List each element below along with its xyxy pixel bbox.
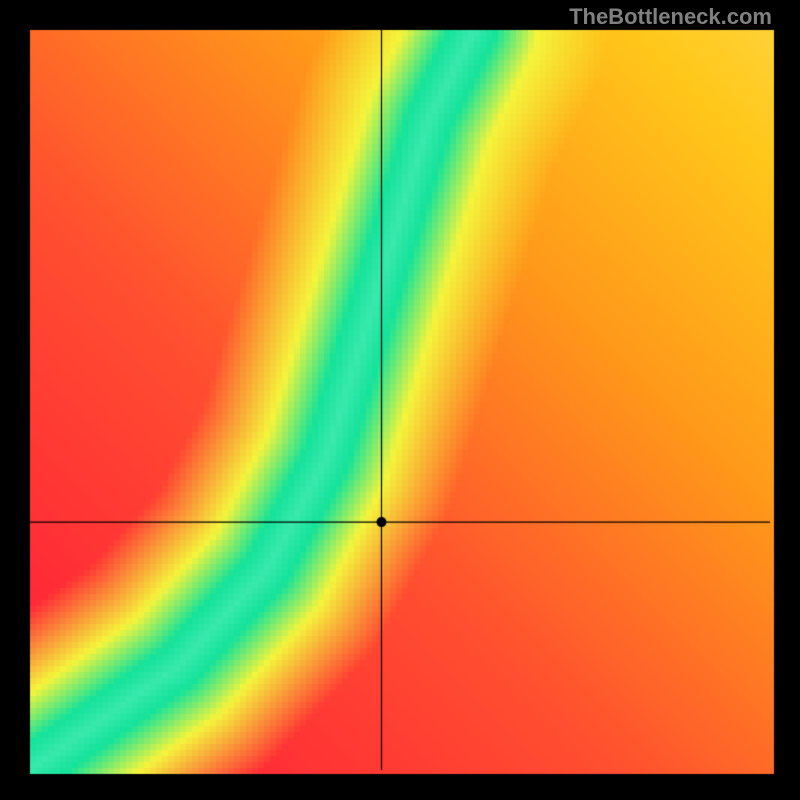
heatmap-canvas xyxy=(0,0,800,800)
watermark-text: TheBottleneck.com xyxy=(569,4,772,30)
chart-container: { "canvas": { "width": 800, "height": 80… xyxy=(0,0,800,800)
